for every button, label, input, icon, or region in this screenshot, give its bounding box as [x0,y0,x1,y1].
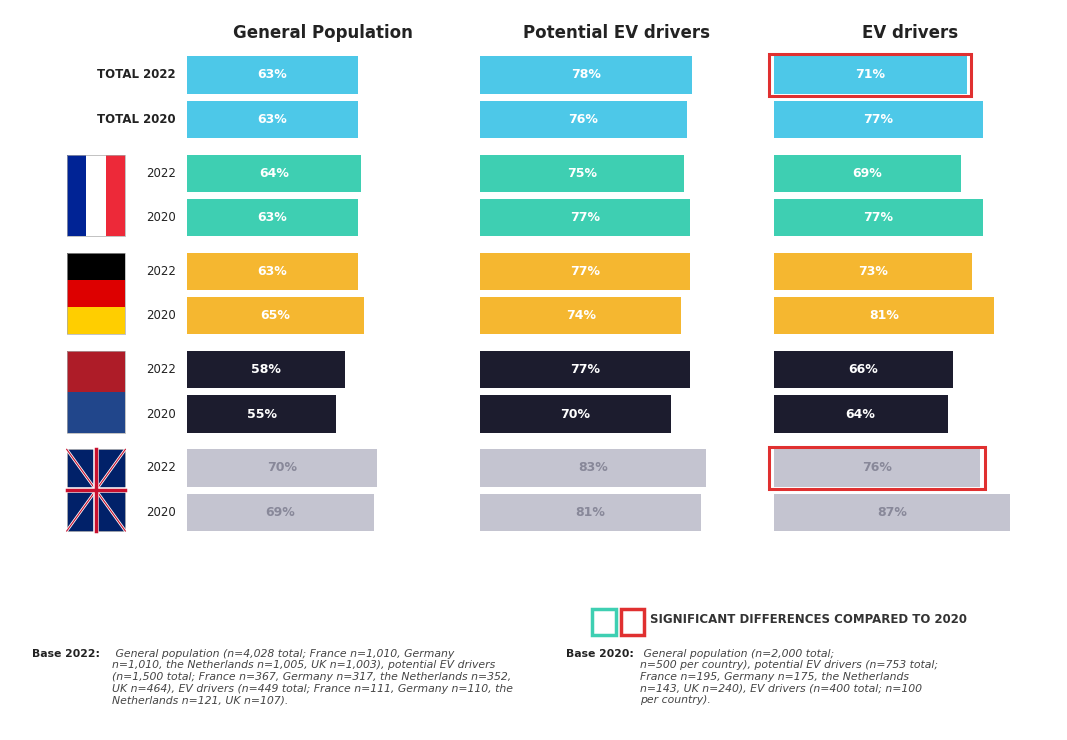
FancyBboxPatch shape [187,101,359,138]
FancyBboxPatch shape [66,280,126,307]
FancyBboxPatch shape [480,199,689,236]
FancyBboxPatch shape [187,155,361,192]
FancyBboxPatch shape [480,395,670,433]
Text: 70%: 70% [267,462,297,474]
FancyBboxPatch shape [66,155,86,236]
Text: 64%: 64% [259,166,289,180]
Text: General population (n=4,028 total; France n=1,010, Germany
n=1,010, the Netherla: General population (n=4,028 total; Franc… [112,649,513,705]
Text: 2022: 2022 [146,265,176,278]
Text: 63%: 63% [257,265,287,278]
FancyBboxPatch shape [774,395,947,433]
FancyBboxPatch shape [187,253,359,290]
Text: 2020: 2020 [146,408,176,420]
Text: 87%: 87% [877,506,907,519]
Text: 55%: 55% [246,408,276,420]
FancyBboxPatch shape [774,199,983,236]
Text: 73%: 73% [858,265,888,278]
Text: 2020: 2020 [146,309,176,323]
FancyBboxPatch shape [187,494,375,531]
Text: TOTAL 2022: TOTAL 2022 [97,68,176,81]
Text: 2020: 2020 [146,506,176,519]
Text: 75%: 75% [568,166,598,180]
FancyBboxPatch shape [480,101,687,138]
FancyBboxPatch shape [774,101,983,138]
FancyBboxPatch shape [774,494,1010,531]
Text: 69%: 69% [266,506,296,519]
FancyBboxPatch shape [480,56,692,93]
Text: 2022: 2022 [146,462,176,474]
FancyBboxPatch shape [480,253,689,290]
FancyBboxPatch shape [774,351,953,388]
FancyBboxPatch shape [187,449,377,487]
Text: 76%: 76% [862,462,892,474]
Text: Base 2022:: Base 2022: [32,649,100,659]
FancyBboxPatch shape [187,351,345,388]
FancyBboxPatch shape [480,155,684,192]
Text: 77%: 77% [863,211,893,224]
Text: 2022: 2022 [146,166,176,180]
FancyBboxPatch shape [187,56,359,93]
Text: 77%: 77% [570,265,600,278]
Text: 69%: 69% [853,166,882,180]
FancyBboxPatch shape [480,494,701,531]
Text: 76%: 76% [569,112,599,126]
Text: 63%: 63% [257,211,287,224]
Text: 78%: 78% [571,68,601,81]
FancyBboxPatch shape [187,199,359,236]
Text: 63%: 63% [257,68,287,81]
FancyBboxPatch shape [774,297,994,334]
Text: 74%: 74% [566,309,595,323]
Text: 65%: 65% [260,309,290,323]
FancyBboxPatch shape [774,253,972,290]
FancyBboxPatch shape [187,395,336,433]
FancyBboxPatch shape [66,307,126,334]
Text: TOTAL 2020: TOTAL 2020 [97,112,176,126]
FancyBboxPatch shape [480,351,689,388]
FancyBboxPatch shape [480,449,706,487]
FancyBboxPatch shape [66,253,126,280]
Text: 77%: 77% [570,211,600,224]
Text: 81%: 81% [869,309,898,323]
FancyBboxPatch shape [774,155,961,192]
Text: General population (n=2,000 total;
n=500 per country), potential EV drivers (n=7: General population (n=2,000 total; n=500… [640,649,938,705]
Text: 83%: 83% [578,462,608,474]
Text: 64%: 64% [846,408,876,420]
FancyBboxPatch shape [774,56,967,93]
Text: 71%: 71% [855,68,886,81]
Text: 66%: 66% [848,363,878,376]
Text: 2022: 2022 [146,363,176,376]
Text: 81%: 81% [575,506,605,519]
Text: EV drivers: EV drivers [861,24,958,41]
FancyBboxPatch shape [66,449,126,531]
Text: 2020: 2020 [146,211,176,224]
FancyBboxPatch shape [106,155,126,236]
FancyBboxPatch shape [774,449,981,487]
Text: 77%: 77% [863,112,893,126]
FancyBboxPatch shape [86,155,106,236]
Text: Potential EV drivers: Potential EV drivers [523,24,710,41]
FancyBboxPatch shape [66,392,126,433]
Text: Base 2020:: Base 2020: [566,649,634,659]
FancyBboxPatch shape [187,297,364,334]
Text: 70%: 70% [560,408,590,420]
Text: 58%: 58% [251,363,281,376]
Text: 63%: 63% [257,112,287,126]
Text: 77%: 77% [570,363,600,376]
Text: General Population: General Population [233,24,413,41]
Text: SIGNIFICANT DIFFERENCES COMPARED TO 2020: SIGNIFICANT DIFFERENCES COMPARED TO 2020 [650,613,967,626]
FancyBboxPatch shape [480,297,682,334]
FancyBboxPatch shape [66,351,126,392]
